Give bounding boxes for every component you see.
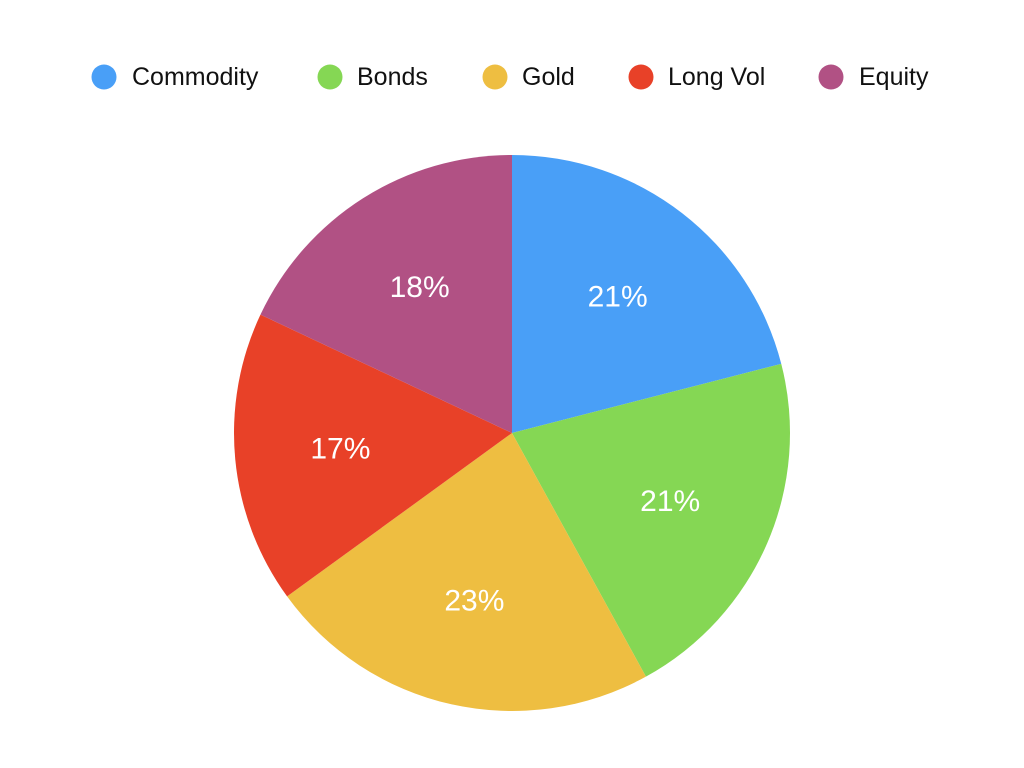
legend-item-bonds: Bonds <box>317 63 428 91</box>
chart-legend: Commodity Bonds Gold Long Vol Equity <box>91 63 929 91</box>
pie-slice-commodity <box>512 155 782 433</box>
legend-label: Commodity <box>132 63 259 91</box>
pie-slice-long-vol <box>234 314 512 597</box>
slice-value-label: 23% <box>444 585 504 618</box>
legend-swatch <box>482 64 508 90</box>
legend-label: Bonds <box>357 63 428 91</box>
legend-swatch <box>91 64 117 90</box>
pie-slice-bonds <box>512 363 791 677</box>
pie-slice-gold <box>287 433 646 712</box>
slice-value-label: 17% <box>310 433 370 466</box>
slice-value-label: 18% <box>390 271 450 304</box>
legend-item-gold: Gold <box>482 63 575 91</box>
pie-slices <box>234 155 791 712</box>
pie-slice-equity <box>260 155 512 433</box>
slice-value-label: 21% <box>588 280 648 313</box>
legend-swatch <box>317 64 343 90</box>
legend-label: Gold <box>522 63 575 91</box>
legend-item-equity: Equity <box>818 63 929 91</box>
legend-label: Equity <box>859 63 929 91</box>
legend-item-commodity: Commodity <box>91 63 259 91</box>
legend-item-long-vol: Long Vol <box>628 63 765 91</box>
legend-swatch <box>818 64 844 90</box>
legend-label: Long Vol <box>668 63 765 91</box>
slice-value-label: 21% <box>640 485 700 518</box>
legend-swatch <box>628 64 654 90</box>
pie-slice-labels: 21% 21% 23% 17% 18% <box>310 271 700 618</box>
